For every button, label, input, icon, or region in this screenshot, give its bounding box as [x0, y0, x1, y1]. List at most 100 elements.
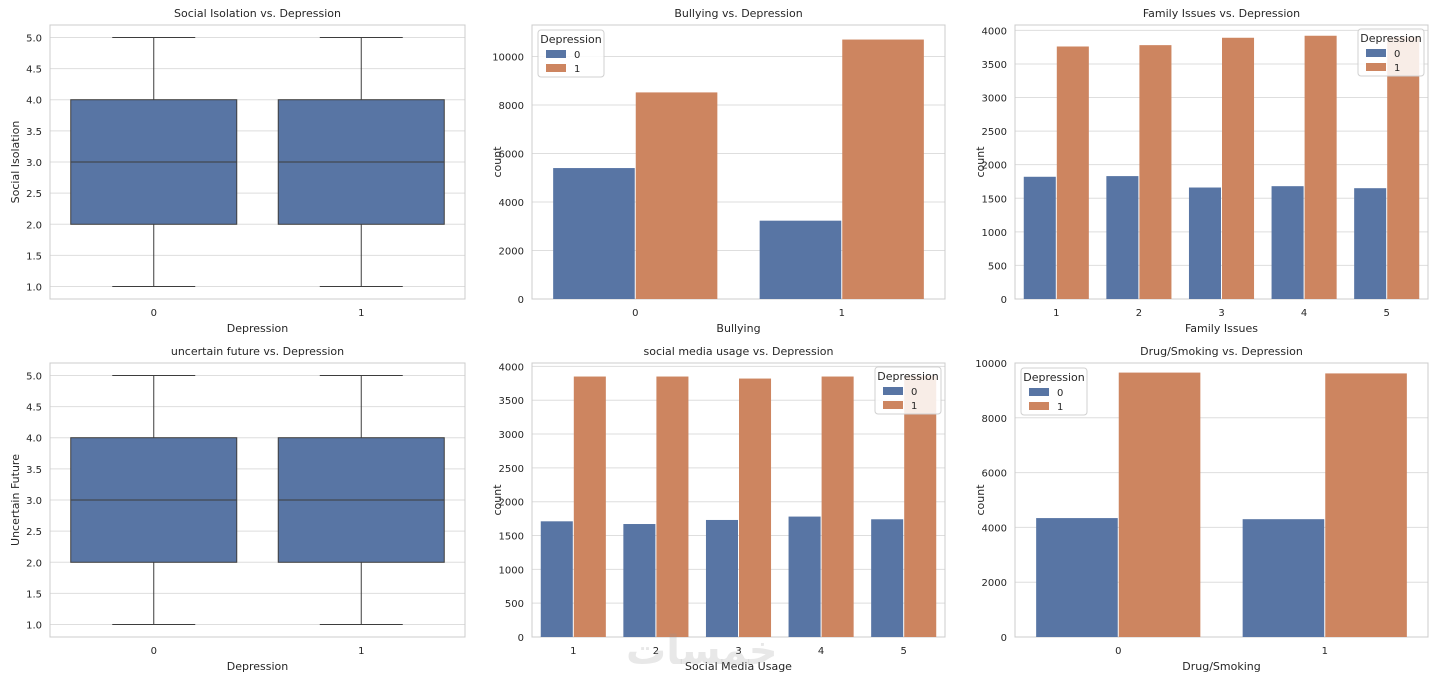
chart-panel-4: 1.0 1.5 2.0 2.5 3.0 3.5 4.0 4.5 5.0 0 1 uncertain f…	[9, 345, 466, 673]
y-tick-label: 2500	[499, 464, 524, 475]
chart-title: Bullying vs. Depression	[674, 7, 802, 20]
y-tick-label: 2500	[982, 127, 1007, 138]
box-0	[70, 374, 238, 626]
plot-frame	[531, 362, 946, 638]
y-tick-label: 2000	[982, 578, 1007, 589]
x-axis-label: Bullying	[716, 322, 760, 335]
y-tick-label: 3.5	[26, 127, 42, 138]
legend-label-1: 1	[1057, 402, 1063, 413]
bar-series-1-1	[573, 376, 606, 637]
y-tick-label: 5.0	[26, 371, 42, 382]
bar-series-0-1	[1023, 176, 1056, 299]
y-tick-label: 4.5	[26, 403, 42, 414]
x-axis-label: Family Issues	[1185, 322, 1258, 335]
y-tick-label: 10000	[492, 53, 524, 64]
x-tick-label: 3	[1218, 308, 1224, 319]
legend-title: Depression	[1360, 32, 1422, 45]
y-tick-label: 1.0	[26, 621, 42, 632]
y-tick-label: 2.0	[26, 220, 42, 231]
x-axis-label: Depression	[227, 660, 289, 673]
bar-series-0-5	[1354, 188, 1387, 299]
x-tick-label: 4	[818, 646, 824, 657]
y-tick-label: 3000	[499, 430, 524, 441]
legend-swatch-0	[546, 50, 566, 58]
x-axis-label: Depression	[227, 322, 289, 335]
bar-series-1-4	[821, 376, 854, 637]
plot-frame	[49, 24, 466, 300]
chart-title: Drug/Smoking vs. Depression	[1140, 345, 1303, 358]
y-tick-label: 0	[518, 295, 524, 306]
bar-series-1-3	[739, 378, 772, 637]
legend-label-0: 0	[1394, 49, 1400, 60]
bar-series-0-2	[1106, 176, 1139, 299]
legend-label-0: 0	[574, 50, 580, 61]
bar-series-0-1	[759, 220, 842, 299]
y-tick-label: 1000	[499, 565, 524, 576]
legend-swatch-0	[883, 387, 903, 395]
x-tick-label: 3	[735, 646, 741, 657]
bar-series-0-5	[871, 519, 904, 637]
legend-label-1: 1	[1394, 63, 1400, 74]
y-tick-label: 4000	[982, 26, 1007, 37]
legend-title: Depression	[877, 370, 939, 383]
y-tick-label: 8000	[982, 414, 1007, 425]
bar-series-1-2	[656, 376, 689, 637]
y-axis-label: count	[974, 484, 987, 516]
legend-swatch-1	[1029, 402, 1049, 410]
watermark: خمسات	[626, 628, 778, 674]
x-tick-label: 1	[1322, 646, 1328, 657]
x-tick-label: 0	[632, 308, 638, 319]
legend-swatch-1	[883, 401, 903, 409]
plot-frame	[531, 24, 946, 300]
bar-series-1-5	[1387, 37, 1420, 300]
y-tick-label: 2.0	[26, 558, 42, 569]
bar-series-0-2	[623, 524, 656, 637]
chart-panel-2: 0 2000 4000 6000 8000 10000 Depression 0 1 0 1 Bull…	[491, 7, 946, 335]
bar-series-1-3	[1222, 37, 1255, 300]
legend-swatch-0	[1366, 49, 1386, 57]
y-tick-label: 4000	[982, 523, 1007, 534]
y-tick-label: 4000	[499, 362, 524, 373]
bar-series-1-4	[1304, 35, 1337, 300]
bar-series-0-0	[1036, 518, 1118, 637]
chart-panel-6: 0 2000 4000 6000 8000 10000 Depression 0 1 0 1 Drug…	[974, 345, 1429, 673]
y-tick-label: 3.0	[26, 158, 42, 169]
y-tick-label: 3000	[982, 94, 1007, 105]
x-tick-label: 0	[151, 308, 157, 319]
legend-swatch-1	[546, 64, 566, 72]
y-tick-label: 3.5	[26, 465, 42, 476]
bar-series-0-3	[705, 519, 738, 637]
bar-series-0-0	[553, 168, 635, 299]
box-1	[277, 374, 445, 626]
y-tick-label: 6000	[982, 469, 1007, 480]
bar-series-0-1	[540, 521, 573, 637]
y-tick-label: 2000	[499, 498, 524, 509]
x-tick-label: 0	[1115, 646, 1121, 657]
legend: Depression 0 1	[537, 29, 605, 78]
y-tick-label: 0	[1001, 295, 1007, 306]
plot-frame	[49, 362, 466, 638]
legend-label-0: 0	[911, 387, 917, 398]
y-tick-label: 6000	[499, 150, 524, 161]
y-tick-label: 3500	[982, 60, 1007, 71]
chart-panel-1: 1.0 1.5 2.0 2.5 3.0 3.5 4.0 4.5 5.0 0 1 Social Isol…	[9, 7, 466, 335]
y-axis-label: count	[974, 146, 987, 178]
legend-label-0: 0	[1057, 388, 1063, 399]
chart-title: uncertain future vs. Depression	[171, 345, 344, 358]
y-tick-label: 1000	[982, 228, 1007, 239]
bar-series-1-1	[1325, 373, 1407, 637]
x-tick-label: 1	[839, 308, 845, 319]
bar-series-0-4	[788, 516, 821, 637]
y-tick-label: 2000	[982, 161, 1007, 172]
x-tick-label: 1	[358, 646, 364, 657]
y-tick-label: 1.5	[26, 589, 42, 600]
legend: Depression 0 1	[1020, 367, 1088, 416]
legend-label-1: 1	[574, 64, 580, 75]
x-tick-label: 0	[151, 646, 157, 657]
y-axis-label: Uncertain Future	[9, 454, 22, 546]
y-tick-label: 3.0	[26, 496, 42, 507]
legend-swatch-0	[1029, 388, 1049, 396]
y-tick-label: 8000	[499, 101, 524, 112]
y-tick-label: 4000	[499, 198, 524, 209]
